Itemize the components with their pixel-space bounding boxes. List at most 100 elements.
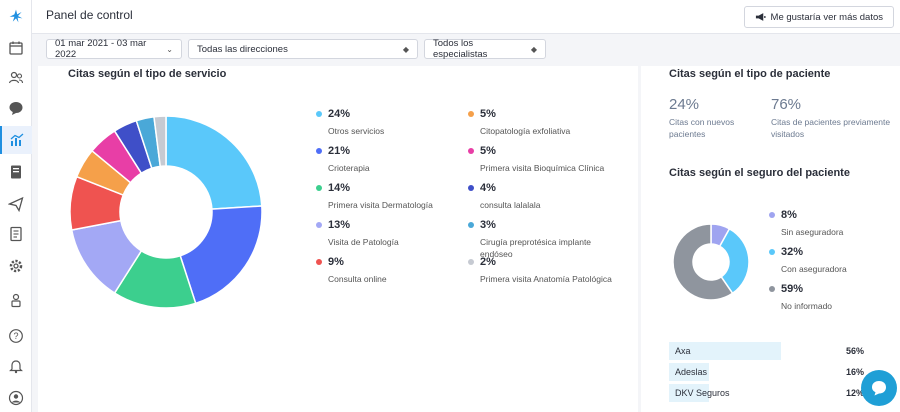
help-icon: ? <box>9 329 23 343</box>
service-slice-9[interactable] <box>153 115 167 168</box>
legend-value-row: 9% <box>316 256 466 268</box>
logo-icon <box>9 9 23 23</box>
legend-dot <box>316 222 322 228</box>
legend-value-row: 21% <box>316 145 466 157</box>
legend-value-row: 3% <box>468 219 618 231</box>
insurer-name: Axa <box>675 346 691 356</box>
megaphone-icon <box>755 13 766 21</box>
insurer-bar <box>669 384 709 402</box>
returning-patients-label: Citas de pacientes previamente visitados <box>771 117 891 139</box>
address-select[interactable]: Todas las direcciones ◆ <box>188 39 418 59</box>
sidebar-item-account[interactable] <box>0 286 32 314</box>
chat-button[interactable] <box>861 370 897 406</box>
legend-dot <box>468 148 474 154</box>
legend-value-row: 8% <box>769 209 900 221</box>
notes-icon <box>10 226 22 242</box>
service-donut-chart <box>69 115 263 309</box>
legend-dot <box>468 259 474 265</box>
insurance-legend-item: 32% Con aseguradora <box>769 246 900 275</box>
insurer-name: Adeslas <box>675 367 708 377</box>
sidebar-item-messages[interactable] <box>0 94 32 122</box>
legend-value-row: 4% <box>468 182 618 194</box>
legend-label: Crioterapia <box>328 163 370 173</box>
service-legend-item: 5% Primera visita Bioquímica Clínica <box>468 145 618 174</box>
insurance-legend-item: 59% No informado <box>769 283 900 312</box>
insurer-bar <box>669 342 781 360</box>
sidebar-item-profile[interactable] <box>0 384 32 412</box>
service-legend-item: 5% Citopatología exfoliativa <box>468 108 618 137</box>
chat-bubble-icon <box>872 381 886 396</box>
patient-type-title: Citas según el tipo de paciente <box>669 68 831 80</box>
legend-dot <box>769 249 775 255</box>
new-patients-pct: 24% <box>669 96 700 113</box>
sidebar-item-patients[interactable] <box>0 64 32 92</box>
legend-pct: 32% <box>781 246 804 258</box>
legend-pct: 13% <box>328 219 351 231</box>
sidebar-item-records[interactable] <box>0 220 32 248</box>
insurer-row: Adeslas 16% <box>669 363 864 381</box>
insurance-slice-1[interactable] <box>718 227 750 295</box>
sidebar-item-calendar[interactable] <box>0 34 32 62</box>
legend-label: Consulta online <box>328 274 387 284</box>
specialist-select[interactable]: Todos los especialistas ◆ <box>424 38 546 60</box>
svg-text:?: ? <box>13 331 18 341</box>
gear-icon <box>9 259 23 273</box>
legend-value-row: 24% <box>316 108 466 120</box>
more-data-label: Me gustaría ver más datos <box>770 11 883 23</box>
patient-panel: Citas según el tipo de paciente 24% Cita… <box>641 66 900 412</box>
sidebar-item-statistics[interactable] <box>0 126 32 154</box>
sidebar-item-settings[interactable] <box>0 252 32 280</box>
chevron-down-icon: ⌄ <box>166 44 173 54</box>
legend-dot <box>316 185 322 191</box>
more-data-button[interactable]: Me gustaría ver más datos <box>743 6 894 28</box>
users-icon <box>8 71 24 84</box>
bell-icon <box>9 360 23 374</box>
legend-pct: 59% <box>781 283 804 295</box>
returning-patients-pct: 76% <box>771 96 802 113</box>
service-legend-item: 2% Primera visita Anatomía Patológica <box>468 256 618 285</box>
service-legend-item: 13% Visita de Patología <box>316 219 466 248</box>
insurer-pct: 56% <box>845 346 864 356</box>
legend-value-row: 14% <box>316 182 466 194</box>
legend-value-row: 5% <box>468 145 618 157</box>
insurance-slice-2[interactable] <box>672 223 734 301</box>
sidebar-item-help[interactable]: ? <box>0 322 32 350</box>
date-range-value: 01 mar 2021 - 03 mar 2022 <box>55 38 147 60</box>
service-legend-item: 4% consulta lalalala <box>468 182 618 211</box>
select-arrows-icon: ◆ <box>402 44 409 54</box>
legend-dot <box>468 222 474 228</box>
insurance-donut-chart <box>672 223 750 301</box>
service-slice-1[interactable] <box>179 205 263 305</box>
sidebar-item-campaigns[interactable] <box>0 190 32 218</box>
legend-pct: 14% <box>328 182 351 194</box>
legend-dot <box>316 111 322 117</box>
legend-pct: 8% <box>781 209 797 221</box>
legend-label: Sin aseguradora <box>781 227 844 237</box>
lock-user-icon <box>11 293 21 308</box>
select-arrows-icon: ◆ <box>530 44 537 54</box>
page-title: Panel de control <box>46 8 133 22</box>
legend-pct: 4% <box>480 182 496 194</box>
legend-label: Otros servicios <box>328 126 385 136</box>
sidebar-item-notifications[interactable] <box>0 352 32 380</box>
insurance-chart-title: Citas según el seguro del paciente <box>669 167 850 179</box>
new-patients-label: Citas con nuevos pacientes <box>669 117 735 139</box>
date-range-picker[interactable]: 01 mar 2021 - 03 mar 2022 ⌄ <box>46 38 182 60</box>
service-slice-0[interactable] <box>165 115 263 210</box>
legend-value-row: 32% <box>769 246 900 258</box>
service-legend-item: 21% Crioterapia <box>316 145 466 174</box>
calendar-icon <box>9 41 23 55</box>
legend-pct: 24% <box>328 108 351 120</box>
header: Panel de control Me gustaría ver más dat… <box>32 0 900 34</box>
stats-icon <box>10 133 24 146</box>
legend-value-row: 59% <box>769 283 900 295</box>
app-logo[interactable] <box>0 2 32 30</box>
legend-label: consulta lalalala <box>480 200 541 210</box>
legend-label: Cirugía preprotésica implante endóseo <box>480 237 592 259</box>
sidebar-item-billing[interactable] <box>0 158 32 186</box>
insurer-name: DKV Seguros <box>675 388 730 398</box>
legend-pct: 21% <box>328 145 351 157</box>
insurer-pct: 12% <box>845 388 864 398</box>
legend-pct: 5% <box>480 145 496 157</box>
insurer-row: Axa 56% <box>669 342 864 360</box>
